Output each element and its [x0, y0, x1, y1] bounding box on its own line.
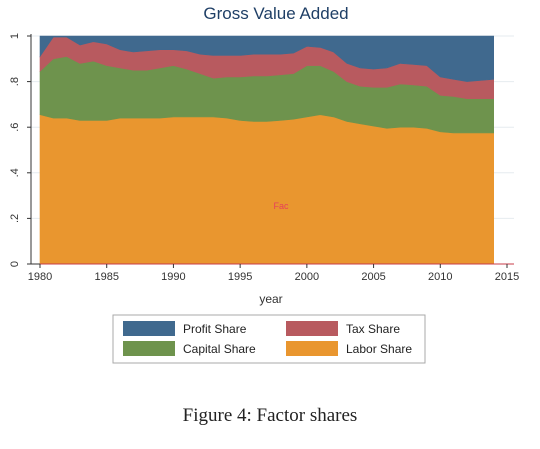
legend-swatch — [286, 341, 338, 356]
stacked-areas — [39, 35, 494, 265]
x-tick-label: 1980 — [28, 271, 52, 283]
x-tick-label: 2000 — [295, 271, 319, 283]
x-axis-label: year — [259, 292, 282, 306]
legend-label: Labor Share — [346, 342, 412, 356]
y-tick-label: 1 — [9, 33, 21, 39]
legend-label: Profit Share — [183, 322, 247, 336]
x-tick-label: 2015 — [495, 271, 519, 283]
area-profit-share — [39, 35, 494, 82]
x-tick-label: 2010 — [428, 271, 452, 283]
x-tick-label: 2005 — [361, 271, 385, 283]
y-tick-label: .8 — [9, 77, 21, 86]
annotation-label: Fac — [273, 201, 289, 211]
legend-swatch — [286, 321, 338, 336]
legend-swatch — [123, 341, 175, 356]
axes: 0 .2 .4 .6 .8 1 1980 1985 1990 1995 2000 2005 2010 20… — [9, 33, 519, 283]
y-tick-label: .6 — [9, 123, 21, 132]
x-tick-label: 1985 — [94, 271, 118, 283]
y-tick-label: 0 — [9, 261, 21, 267]
y-tick-label: .4 — [9, 168, 21, 177]
legend: Profit Share Tax Share Capital Share Labor … — [112, 314, 426, 364]
legend-label: Tax Share — [346, 322, 400, 336]
y-tick-label: .2 — [9, 214, 21, 223]
figure-caption: Figure 4: Factor shares — [182, 405, 358, 426]
x-tick-label: 1995 — [228, 271, 252, 283]
legend-swatch — [123, 321, 175, 336]
chart-title: Gross Value Added — [203, 4, 348, 23]
x-tick-label: 1990 — [161, 271, 185, 283]
legend-label: Capital Share — [183, 342, 256, 356]
area-labor-share — [39, 114, 494, 265]
